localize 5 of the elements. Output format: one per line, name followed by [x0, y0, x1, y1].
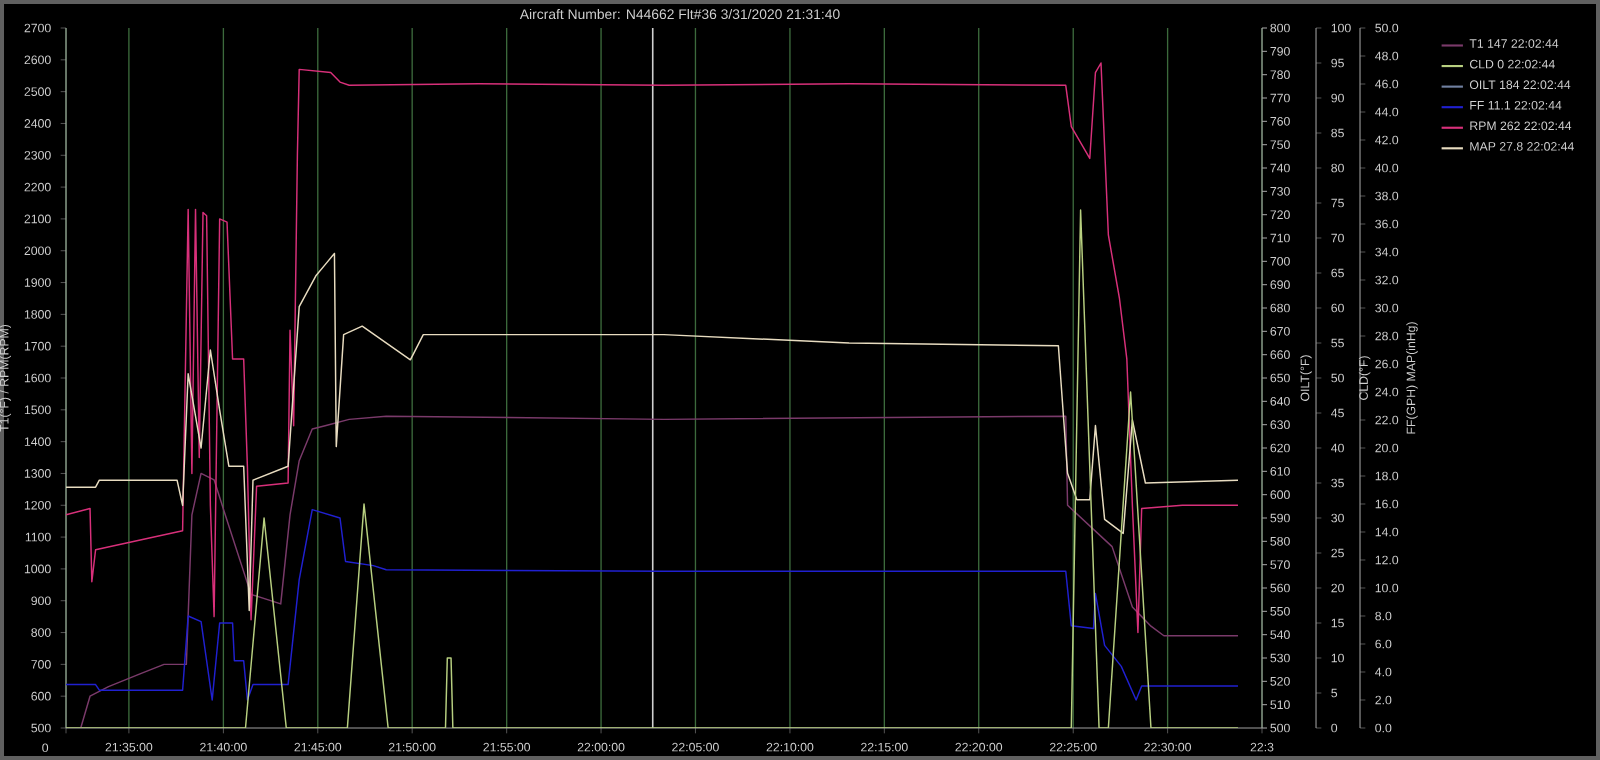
- line-series: [66, 209, 1239, 728]
- line-series: [80, 415, 1239, 728]
- line-series: [66, 508, 1239, 701]
- line-series: [66, 62, 1239, 634]
- line-series: [66, 252, 1239, 612]
